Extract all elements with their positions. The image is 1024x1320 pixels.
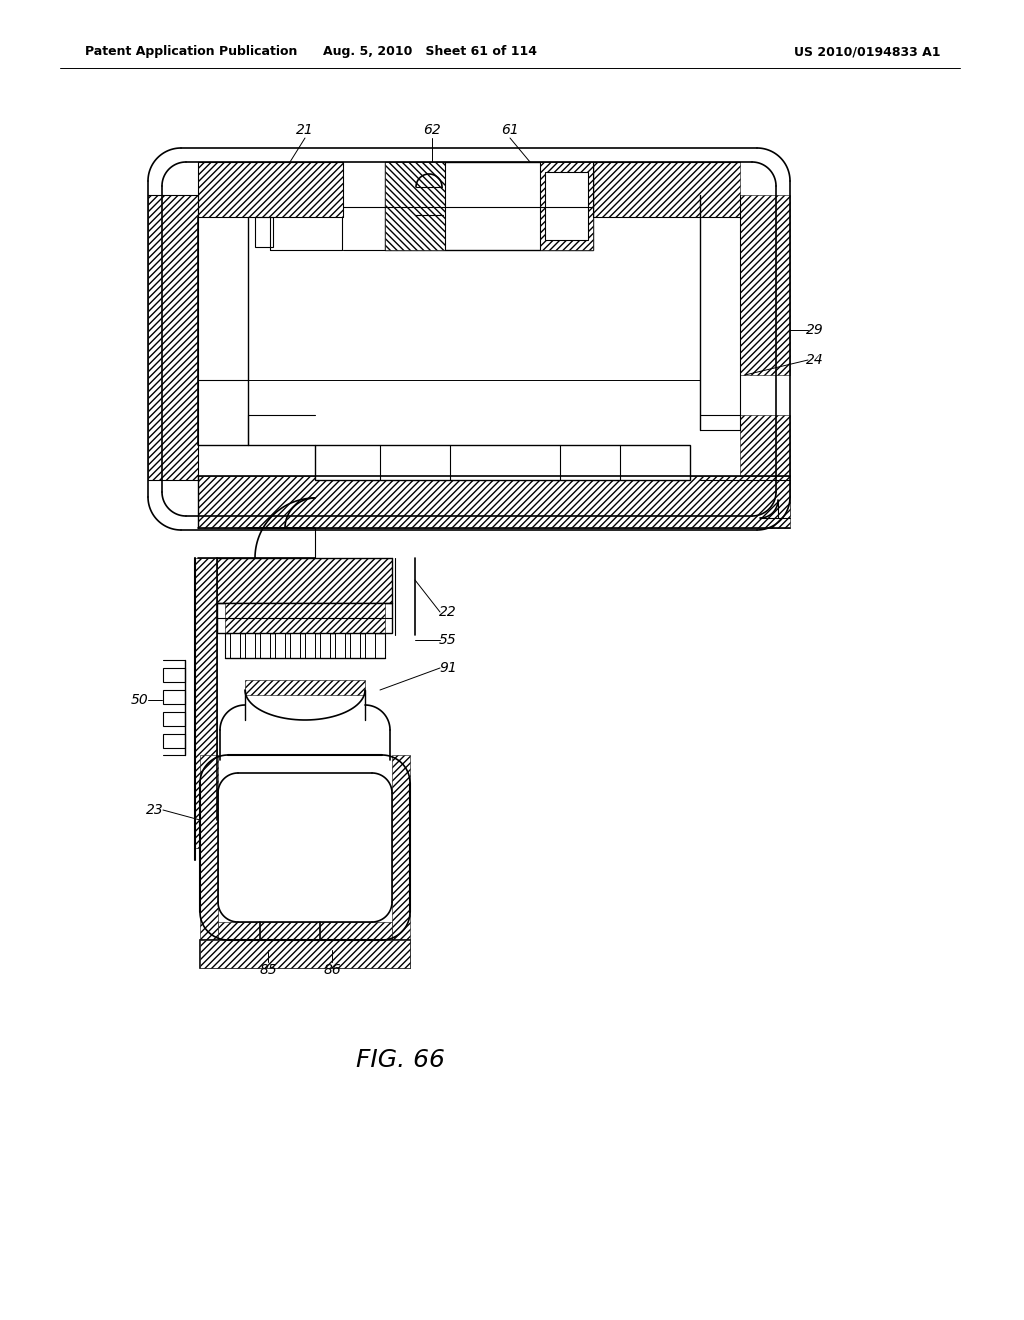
Text: 61: 61 (501, 123, 519, 137)
Bar (305, 634, 315, 657)
Text: 21: 21 (296, 123, 314, 137)
Text: Patent Application Publication: Patent Application Publication (85, 45, 297, 58)
Bar (163, 668, 185, 682)
Text: 85: 85 (259, 964, 276, 977)
Bar (392, 755, 410, 940)
Bar (385, 162, 593, 249)
Bar (163, 734, 185, 748)
Bar (545, 172, 588, 240)
Bar (225, 603, 385, 634)
Bar (255, 216, 273, 247)
Bar (245, 680, 365, 696)
Bar (148, 195, 198, 480)
Bar (710, 480, 740, 510)
Text: 23: 23 (146, 803, 164, 817)
Bar (200, 940, 410, 968)
Text: 62: 62 (423, 123, 441, 137)
Bar (593, 162, 740, 216)
Bar (290, 634, 300, 657)
Bar (740, 195, 790, 375)
Bar (218, 921, 392, 940)
Bar (385, 162, 443, 249)
Bar (335, 634, 345, 657)
Bar (163, 711, 185, 726)
Text: 91: 91 (439, 661, 457, 675)
Bar (260, 634, 270, 657)
Bar (217, 558, 392, 603)
Text: 24: 24 (806, 352, 824, 367)
Bar (350, 634, 360, 657)
Bar (163, 690, 185, 704)
Text: Aug. 5, 2010   Sheet 61 of 114: Aug. 5, 2010 Sheet 61 of 114 (323, 45, 537, 58)
Bar (740, 414, 790, 515)
Bar (200, 755, 218, 940)
Bar (315, 445, 690, 480)
Bar (200, 940, 410, 968)
Bar (195, 558, 217, 847)
Text: 50: 50 (131, 693, 148, 708)
Bar (365, 634, 375, 657)
Bar (245, 634, 255, 657)
Bar (198, 477, 790, 528)
Text: 86: 86 (324, 964, 341, 977)
Bar (540, 162, 593, 249)
Text: FIG. 66: FIG. 66 (355, 1048, 444, 1072)
Bar (415, 176, 443, 215)
Bar (275, 634, 285, 657)
Bar (198, 162, 343, 216)
Bar (217, 603, 392, 634)
Bar (319, 634, 330, 657)
Text: 29: 29 (806, 323, 824, 337)
Text: 55: 55 (439, 634, 457, 647)
Bar (230, 634, 240, 657)
Polygon shape (385, 162, 445, 249)
Text: US 2010/0194833 A1: US 2010/0194833 A1 (794, 45, 940, 58)
Text: 22: 22 (439, 605, 457, 619)
